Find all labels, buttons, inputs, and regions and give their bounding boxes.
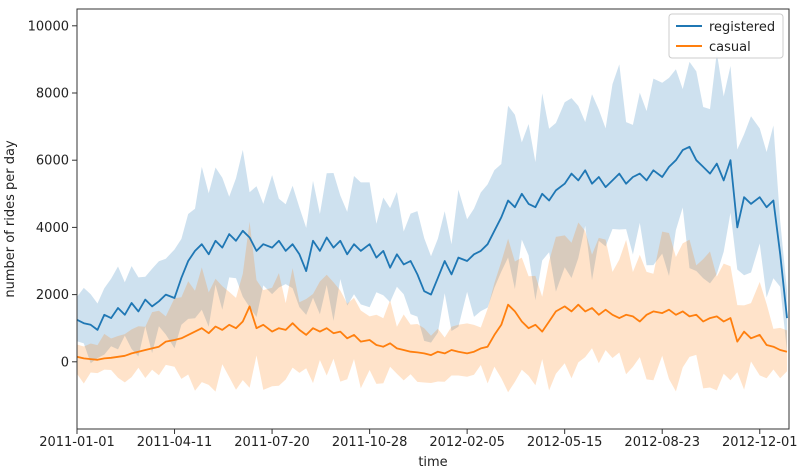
x-axis-label: time	[418, 455, 447, 470]
line-registered	[77, 145, 788, 331]
x-axis-ticks: 2011-01-01 2011-04-11 2011-07-20 2011-10-28…	[39, 429, 798, 450]
legend: registered casual	[668, 13, 784, 59]
x-tick-label: 2011-10-28	[332, 435, 408, 450]
x-tick-label: 2012-05-15	[527, 435, 603, 450]
y-tick-label: 6000	[36, 154, 69, 169]
plot-frame	[76, 8, 790, 430]
line-casual	[77, 303, 788, 361]
confidence-bands	[77, 52, 787, 393]
y-tick-label: 0	[61, 355, 69, 370]
x-tick-label: 2011-01-01	[39, 435, 115, 450]
legend-casual-label: casual	[709, 40, 751, 55]
y-tick-label: 2000	[36, 288, 69, 303]
y-axis-ticks: 0 2000 4000 6000 8000 10000	[28, 19, 77, 370]
band-registered	[77, 52, 787, 364]
x-tick-label: 2012-12-01	[722, 435, 798, 450]
x-tick-label: 2011-04-11	[137, 435, 213, 450]
x-tick-label: 2012-02-05	[429, 435, 505, 450]
y-tick-label: 10000	[28, 19, 69, 34]
y-axis-label: number of rides per day	[3, 140, 18, 298]
y-tick-label: 4000	[36, 221, 69, 236]
y-tick-label: 8000	[36, 87, 69, 102]
band-casual	[77, 221, 787, 393]
series-lines	[77, 145, 788, 361]
x-tick-label: 2012-08-23	[624, 435, 700, 450]
legend-registered-label: registered	[709, 20, 775, 35]
x-tick-label: 2011-07-20	[234, 435, 310, 450]
